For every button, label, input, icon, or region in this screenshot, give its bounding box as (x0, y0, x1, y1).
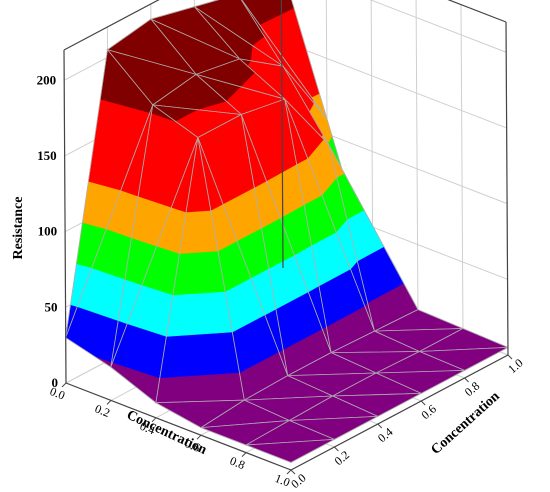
frame-edge (505, 21, 509, 356)
x-tick-label: 0.6 (183, 436, 202, 455)
x-tick (151, 417, 157, 423)
y-tick-label: 0.0 (288, 471, 308, 491)
x-tick (106, 400, 112, 405)
axis-frame (63, 0, 509, 471)
grid-line (415, 0, 419, 321)
z-tick-label: 150 (37, 148, 57, 163)
x-tick-label: 1.0 (273, 471, 292, 490)
y-tick-label: 0.2 (332, 448, 352, 468)
grid-line (460, 4, 464, 338)
surface-band (159, 331, 240, 379)
surface-band (166, 291, 233, 337)
frame-edge (447, 0, 507, 23)
y-tick-label: 0.8 (462, 379, 482, 399)
y-tick-label: 0.4 (375, 425, 395, 445)
y-tick (464, 377, 469, 383)
x-tick-label: 0.8 (228, 454, 247, 473)
x-tick-label: 0.4 (138, 419, 157, 438)
surface-facet (110, 137, 199, 404)
y-tick-label: 1.0 (505, 356, 525, 376)
x-tick (241, 452, 247, 457)
x-tick-label: 0.0 (48, 384, 67, 403)
surface-facet (65, 104, 154, 368)
z-tick-label: 0 (52, 375, 59, 390)
surface-facet (245, 439, 335, 463)
x-tick-label: 0.2 (93, 401, 112, 420)
y-tick (334, 446, 339, 452)
frame-edge (63, 49, 67, 384)
surface-facet (194, 6, 284, 67)
y-tick (377, 423, 383, 429)
surface-facet (328, 144, 419, 332)
frame-edge (290, 354, 509, 471)
y-tick (507, 354, 513, 360)
grid-line (281, 40, 507, 129)
frame-edge (280, 0, 284, 269)
z-axis-label: Resistance (11, 197, 26, 260)
surface-facet (284, 98, 376, 354)
y-tick (420, 400, 426, 406)
z-tick-label: 50 (45, 299, 58, 314)
surface-plot (65, 0, 509, 463)
surface-mesh (245, 439, 335, 463)
y-tick (290, 469, 296, 475)
surface-facet (240, 114, 332, 377)
z-tick-label: 100 (38, 224, 58, 239)
frame-edge (63, 0, 160, 51)
surface-facet (284, 98, 375, 332)
x-tick (61, 382, 67, 388)
z-tick-label: 200 (37, 72, 57, 87)
x-tick (286, 469, 292, 475)
y-axis-label: Concentration (429, 389, 503, 458)
grid-line (369, 0, 507, 53)
y-tick-label: 0.6 (418, 402, 438, 422)
surface-band (172, 250, 226, 296)
x-tick (196, 434, 202, 440)
frame-edge (65, 382, 292, 471)
surface-facet (155, 137, 245, 404)
